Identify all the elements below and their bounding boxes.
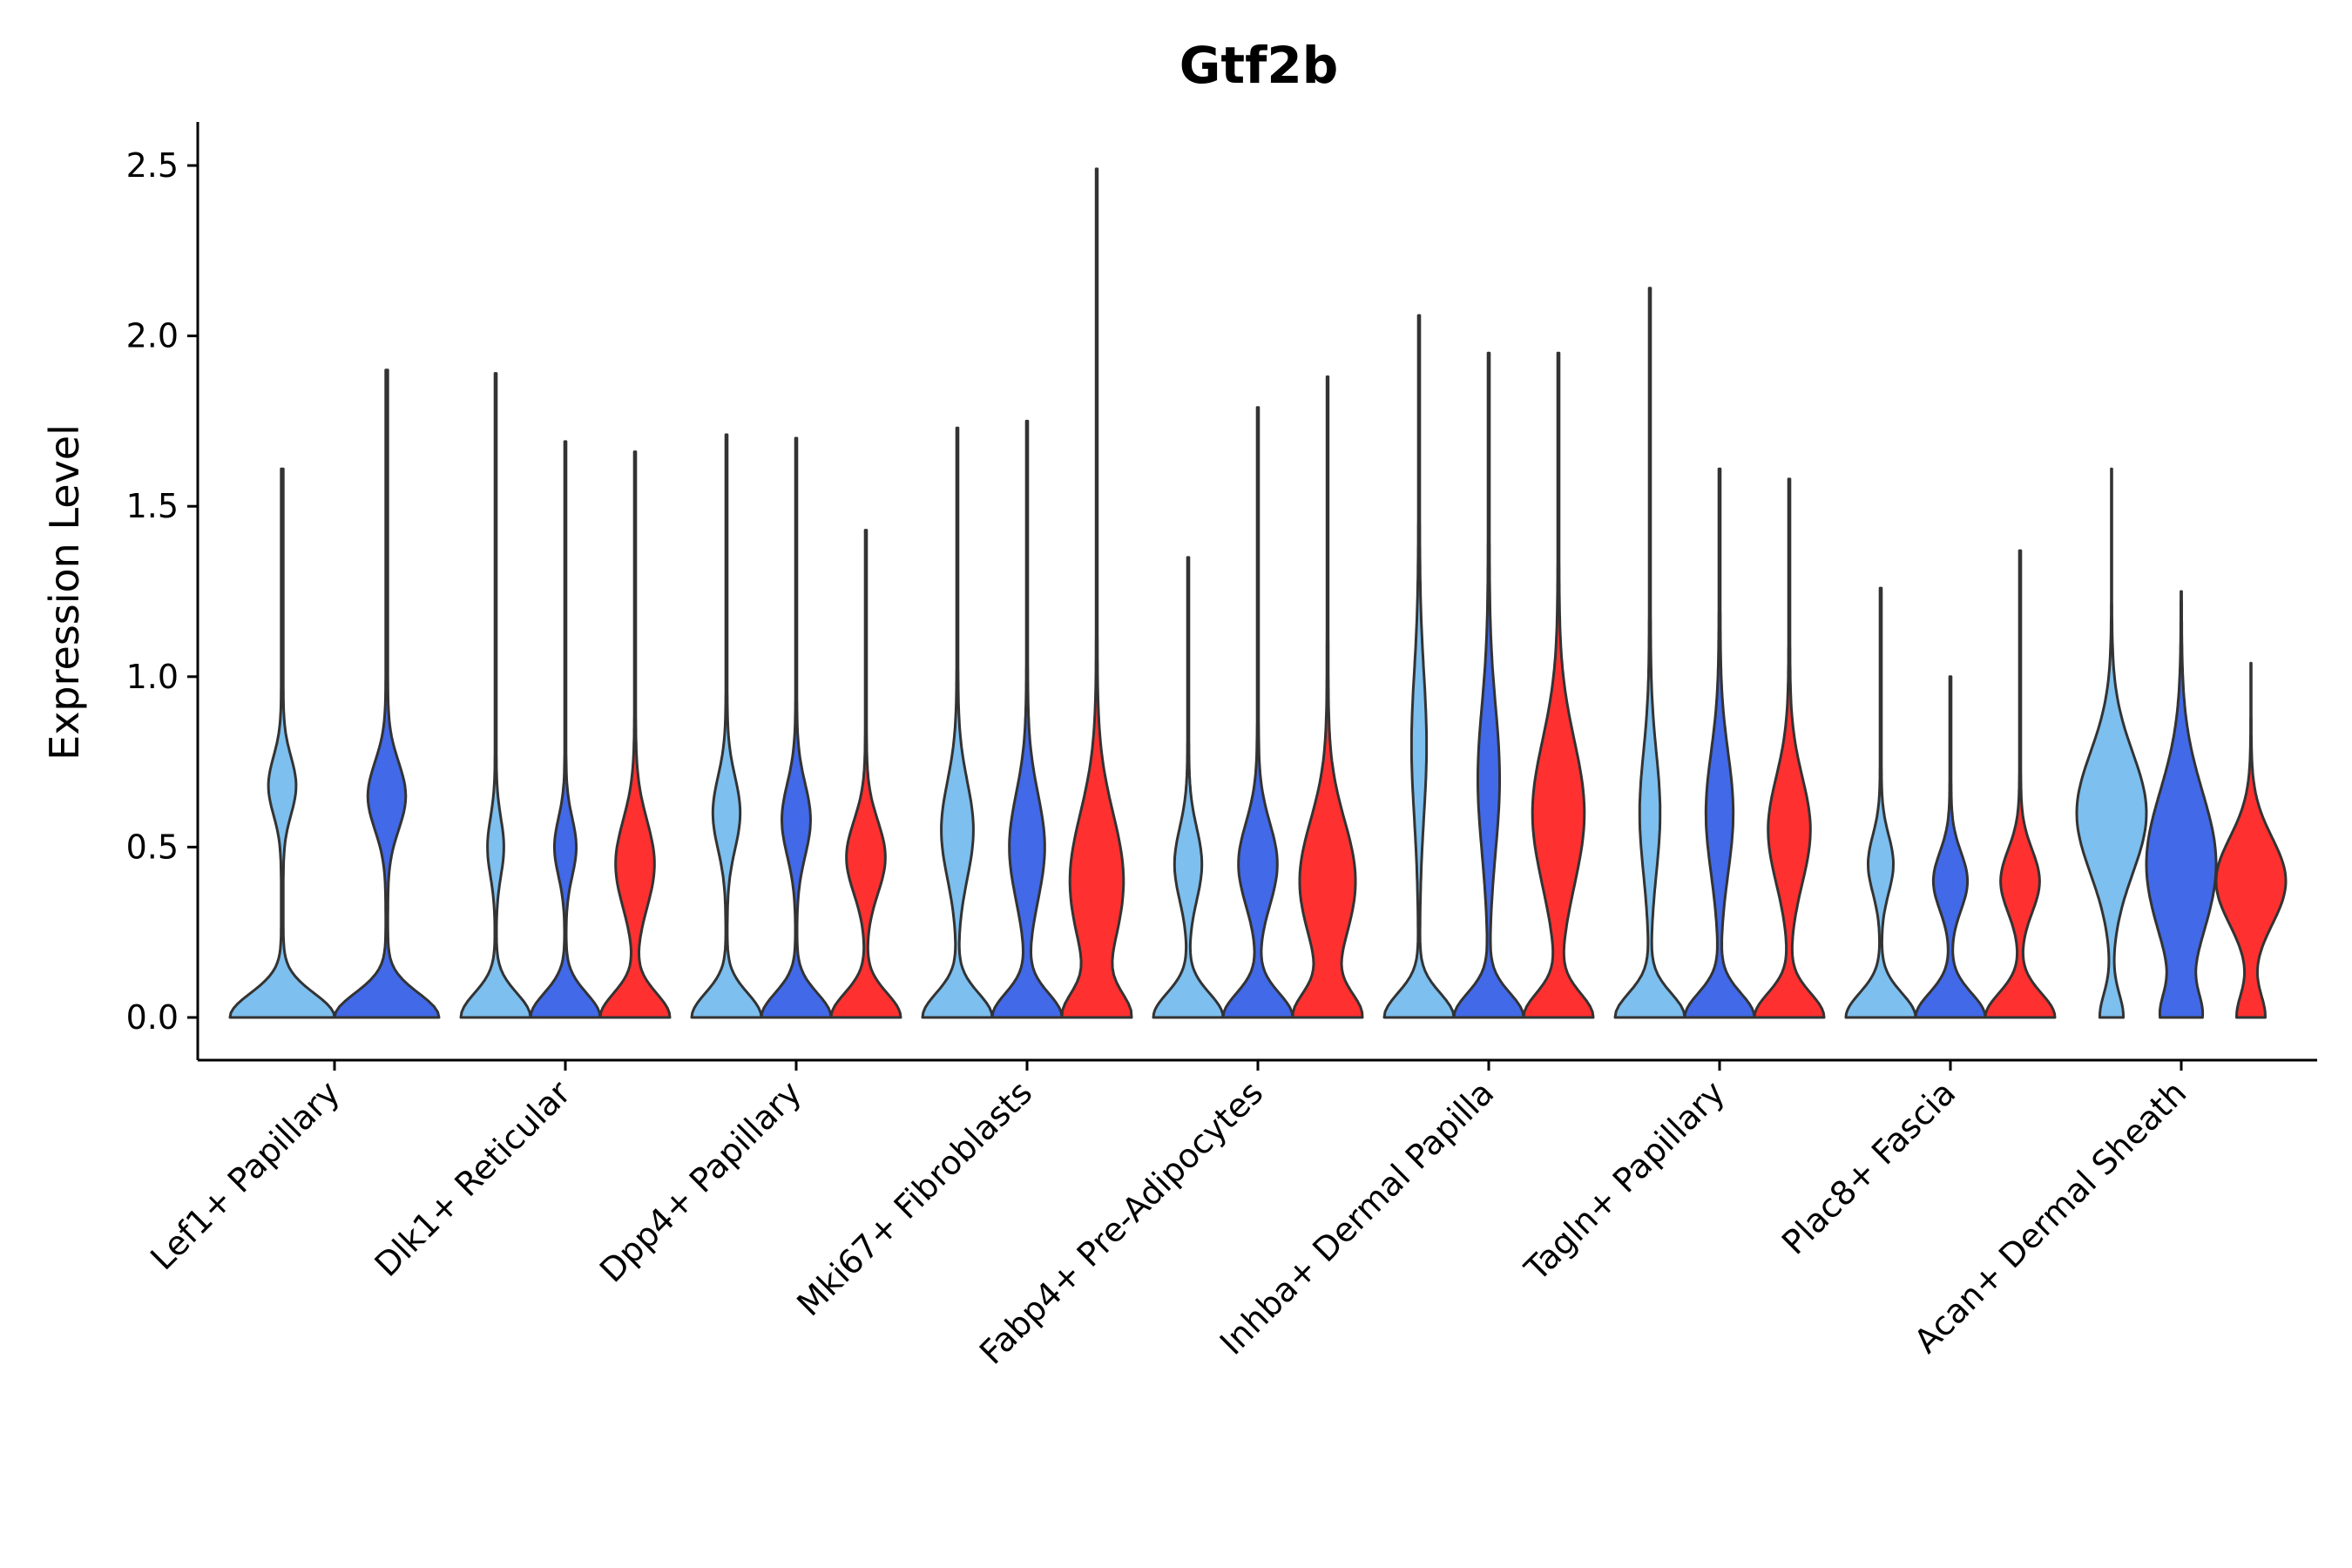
violin (2214, 661, 2288, 1019)
chart-title: Gtf2b (1179, 36, 1338, 95)
violin (2145, 590, 2218, 1019)
violin (529, 440, 602, 1019)
violin (760, 436, 833, 1019)
violin (829, 529, 902, 1019)
violin (1382, 314, 1456, 1019)
x-tick-label: Mki67+ Fibroblasts (789, 1073, 1039, 1323)
x-tick-label: Tagln+ Papillary (1517, 1073, 1732, 1288)
violin (598, 450, 672, 1019)
violin (921, 426, 994, 1019)
violin (1452, 351, 1525, 1019)
violin (1753, 477, 1826, 1019)
y-tick-label: 1.5 (126, 487, 179, 525)
violin (1914, 675, 1987, 1019)
violin (1291, 375, 1364, 1019)
violins-group (228, 167, 2288, 1019)
x-tick-label: Plac8+ Fascia (1774, 1073, 1963, 1261)
y-tick-label: 0.5 (126, 828, 179, 866)
violin (990, 419, 1064, 1019)
violin (1984, 549, 2057, 1019)
violin (1060, 167, 1133, 1019)
violin (1152, 556, 1225, 1019)
y-tick-label: 2.0 (126, 317, 179, 355)
y-tick-label: 2.5 (126, 146, 179, 185)
violin (690, 433, 763, 1019)
x-tick-label: Lef1+ Papillary (143, 1073, 347, 1277)
y-tick-label: 0.0 (126, 998, 179, 1037)
y-axis-label: Expression Level (41, 424, 88, 760)
violin (228, 467, 336, 1019)
x-tick-label: Dlk1+ Reticular (368, 1073, 578, 1284)
x-tick-label: Dpp4+ Papillary (592, 1073, 808, 1289)
violin (1221, 406, 1294, 1019)
violin (333, 368, 441, 1019)
x-tick-label: Inhba+ Dermal Papilla (1213, 1073, 1502, 1362)
y-tick-label: 1.0 (126, 658, 179, 696)
violin (1613, 287, 1686, 1019)
violin (2075, 467, 2148, 1019)
axes-group: 0.0 0.5 1.0 1.5 2.0 2.5 Lef1+ Papillary Dlk1+ R… (126, 122, 2317, 1372)
violin (1522, 351, 1595, 1019)
violin (1683, 467, 1756, 1019)
violin (1844, 586, 1917, 1019)
violin (459, 372, 532, 1019)
x-tick-label: Acan+ Dermal Sheath (1907, 1073, 2193, 1360)
